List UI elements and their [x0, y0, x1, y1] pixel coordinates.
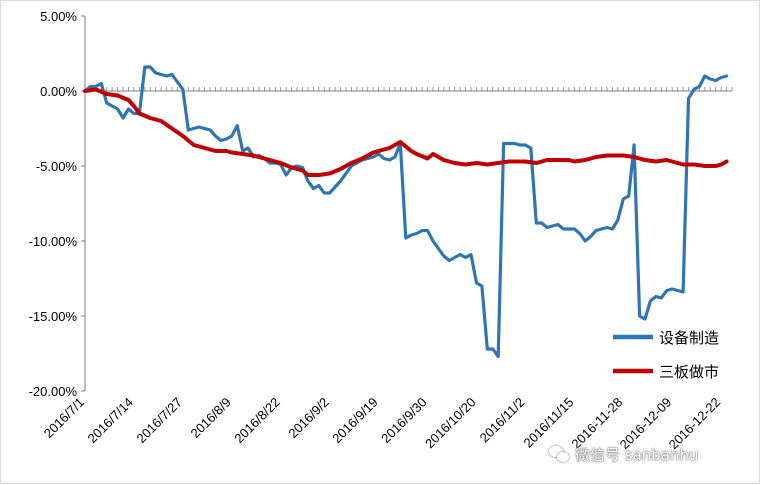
y-tick-label: 5.00%	[40, 9, 77, 24]
x-tick-label: 2016/9/30	[378, 395, 430, 447]
legend-label-1: 设备制造	[659, 329, 719, 347]
x-tick-label: 2016/9/2	[285, 395, 331, 441]
watermark-text: 微信号 sanbanhu	[575, 445, 699, 464]
x-tick-label: 2016/9/19	[329, 395, 381, 447]
y-tick-label: -20.00%	[29, 384, 78, 399]
series-line-2	[83, 87, 729, 177]
y-tick-label: -15.00%	[29, 309, 78, 324]
x-tick-label: 2016/10/20	[422, 395, 479, 452]
y-tick-label: -10.00%	[29, 234, 78, 249]
x-tick-label: 2016/7/1	[41, 395, 87, 441]
y-tick-label: 0.00%	[40, 84, 77, 99]
x-tick-label: 2016/7/14	[85, 395, 137, 447]
y-tick-label: -5.00%	[36, 159, 78, 174]
x-tick-label: 2016/8/22	[231, 395, 283, 447]
legend-label-2: 三板做市	[659, 363, 719, 381]
series-line-1	[83, 65, 729, 359]
x-tick-label: 2016/11/2	[477, 395, 528, 446]
watermark: 微信号 sanbanhu	[549, 441, 699, 467]
x-tick-label: 2016/8/9	[188, 395, 234, 441]
x-tick-label: 2016/7/27	[133, 395, 185, 447]
wechat-icon	[549, 444, 571, 464]
